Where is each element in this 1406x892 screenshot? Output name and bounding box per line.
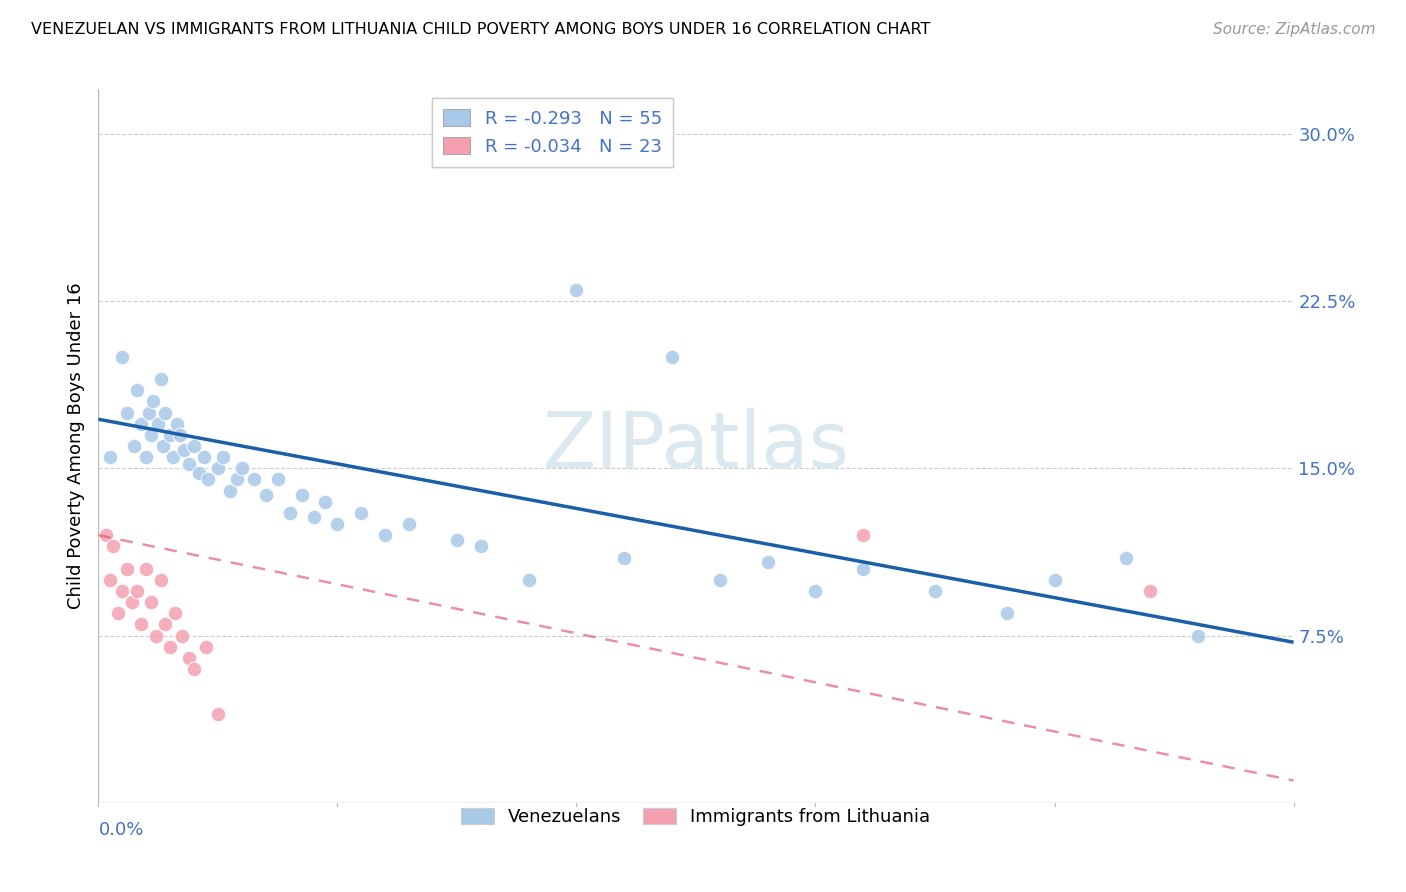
Point bbox=[709, 573, 731, 587]
Point bbox=[326, 516, 349, 531]
Point bbox=[155, 617, 177, 632]
Point bbox=[231, 461, 253, 475]
Point bbox=[1043, 573, 1066, 587]
Point bbox=[278, 506, 301, 520]
Point bbox=[135, 450, 157, 464]
Point bbox=[94, 528, 117, 542]
Point bbox=[125, 384, 148, 398]
Point bbox=[145, 628, 167, 642]
Point bbox=[219, 483, 242, 498]
Point bbox=[98, 573, 122, 587]
Text: VENEZUELAN VS IMMIGRANTS FROM LITHUANIA CHILD POVERTY AMONG BOYS UNDER 16 CORREL: VENEZUELAN VS IMMIGRANTS FROM LITHUANIA … bbox=[31, 22, 931, 37]
Point bbox=[159, 427, 181, 442]
Point bbox=[254, 488, 277, 502]
Point bbox=[163, 607, 186, 621]
Text: 0.0%: 0.0% bbox=[98, 821, 143, 838]
Point bbox=[756, 555, 779, 569]
Point bbox=[142, 394, 165, 409]
Point bbox=[1187, 628, 1209, 642]
Point bbox=[131, 617, 153, 632]
Point bbox=[155, 405, 177, 419]
Point bbox=[211, 450, 233, 464]
Point bbox=[166, 417, 188, 431]
Point bbox=[291, 488, 314, 502]
Point bbox=[111, 583, 134, 598]
Point bbox=[315, 494, 337, 508]
Point bbox=[148, 417, 170, 431]
Y-axis label: Child Poverty Among Boys Under 16: Child Poverty Among Boys Under 16 bbox=[66, 283, 84, 609]
Point bbox=[852, 562, 875, 576]
Point bbox=[125, 583, 148, 598]
Point bbox=[207, 461, 229, 475]
Point bbox=[101, 539, 124, 553]
Point bbox=[98, 450, 122, 464]
Point bbox=[613, 550, 636, 565]
Point bbox=[350, 506, 373, 520]
Point bbox=[187, 466, 209, 480]
Point bbox=[1139, 583, 1161, 598]
Point bbox=[172, 628, 194, 642]
Point bbox=[138, 405, 160, 419]
Point bbox=[124, 439, 146, 453]
Text: Source: ZipAtlas.com: Source: ZipAtlas.com bbox=[1212, 22, 1375, 37]
Point bbox=[517, 573, 540, 587]
Point bbox=[169, 427, 191, 442]
Point bbox=[183, 662, 205, 676]
Point bbox=[243, 473, 266, 487]
Point bbox=[195, 640, 218, 654]
Point bbox=[804, 583, 827, 598]
Point bbox=[924, 583, 946, 598]
Point bbox=[162, 450, 184, 464]
Point bbox=[197, 473, 219, 487]
Point bbox=[995, 607, 1018, 621]
Point bbox=[565, 283, 588, 297]
Point bbox=[398, 516, 420, 531]
Point bbox=[149, 372, 172, 386]
Point bbox=[193, 450, 215, 464]
Point bbox=[131, 417, 153, 431]
Point bbox=[121, 595, 143, 609]
Point bbox=[183, 439, 205, 453]
Legend: R = -0.293   N = 55, R = -0.034   N = 23: R = -0.293 N = 55, R = -0.034 N = 23 bbox=[432, 98, 673, 167]
Point bbox=[107, 607, 129, 621]
Point bbox=[139, 595, 162, 609]
Point bbox=[374, 528, 396, 542]
Point bbox=[226, 473, 249, 487]
Point bbox=[152, 439, 174, 453]
Point bbox=[135, 562, 157, 576]
Point bbox=[179, 457, 201, 471]
Point bbox=[115, 562, 138, 576]
Point bbox=[159, 640, 181, 654]
Point bbox=[446, 533, 468, 547]
Point bbox=[852, 528, 875, 542]
Point bbox=[111, 350, 134, 364]
Text: ZIPatlas: ZIPatlas bbox=[543, 408, 849, 484]
Point bbox=[470, 539, 492, 553]
Point bbox=[149, 573, 172, 587]
Point bbox=[115, 405, 138, 419]
Point bbox=[267, 473, 290, 487]
Point bbox=[207, 706, 229, 721]
Point bbox=[179, 651, 201, 665]
Point bbox=[302, 510, 325, 524]
Point bbox=[173, 443, 195, 458]
Point bbox=[661, 350, 683, 364]
Point bbox=[1115, 550, 1137, 565]
Point bbox=[139, 427, 162, 442]
